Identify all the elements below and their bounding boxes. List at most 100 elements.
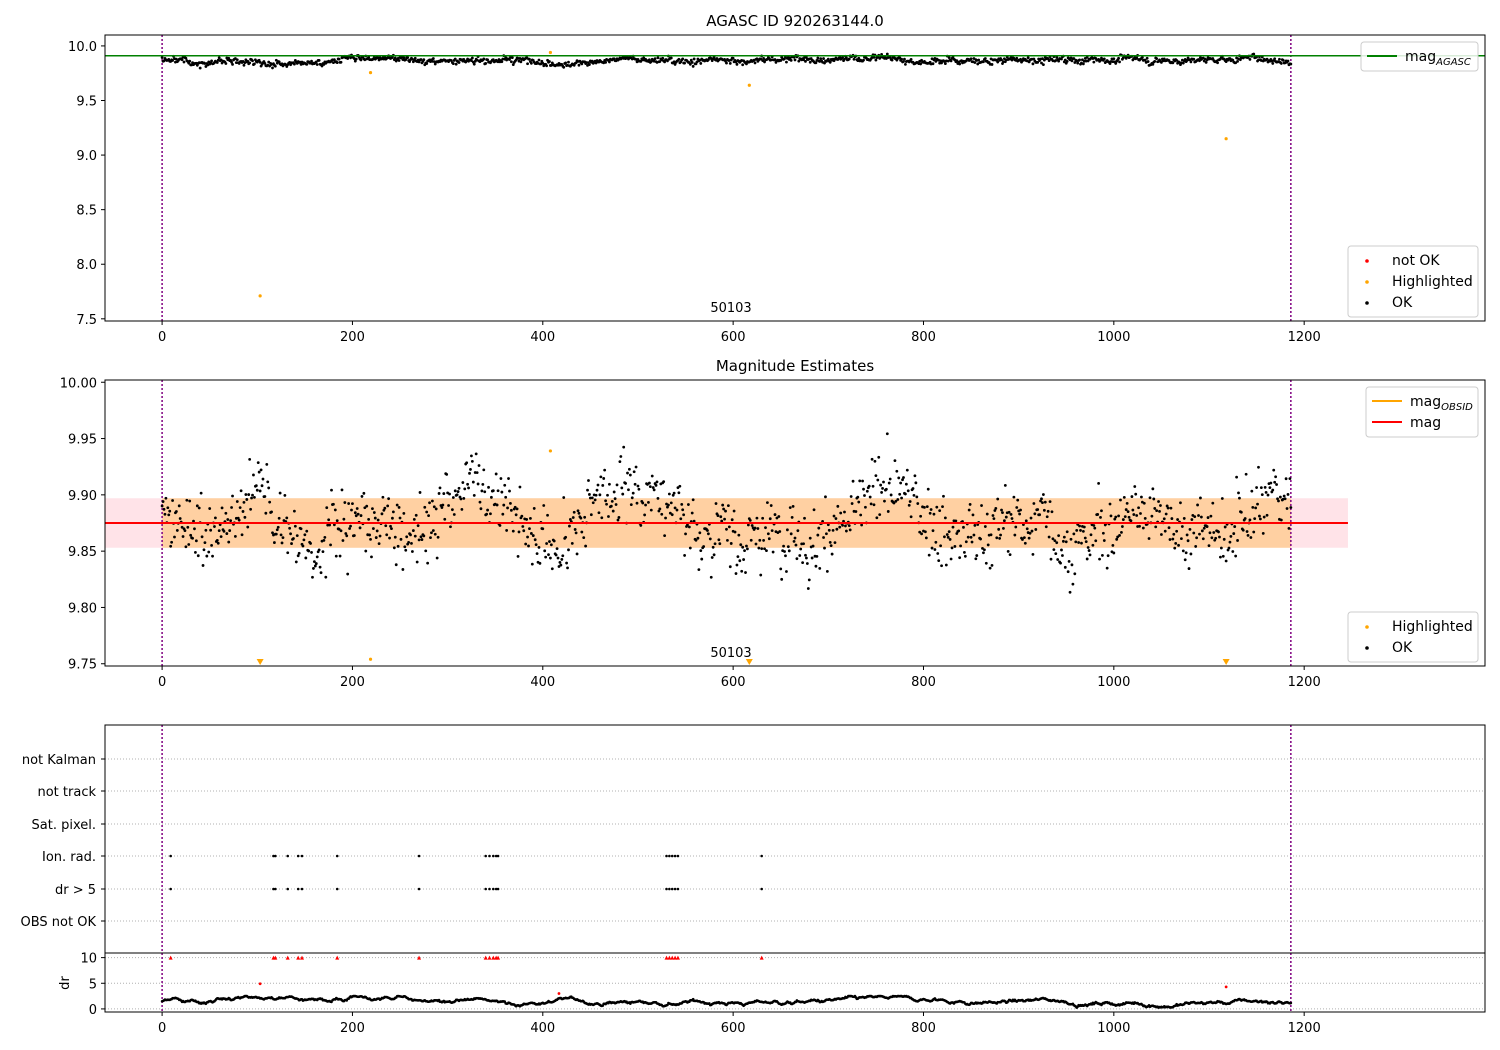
ok-point xyxy=(1078,58,1081,62)
ok-point xyxy=(305,529,309,533)
ok-point xyxy=(161,500,165,503)
ok-point xyxy=(425,62,429,65)
ok-point xyxy=(792,539,796,543)
ok-point xyxy=(1239,510,1243,514)
ok-point xyxy=(259,468,263,472)
ok-point xyxy=(256,461,260,464)
ok-point xyxy=(1010,58,1014,62)
ok-point xyxy=(1038,513,1041,517)
ok-point xyxy=(224,511,228,515)
ok-point xyxy=(1088,553,1092,557)
ok-point xyxy=(181,535,185,538)
ok-point xyxy=(933,548,937,551)
ok-point xyxy=(1028,531,1032,535)
ok-point xyxy=(893,459,897,463)
ok-point xyxy=(802,542,805,546)
ok-point xyxy=(486,508,489,512)
ok-point xyxy=(862,58,865,62)
ok-point xyxy=(1031,62,1035,66)
ok-point xyxy=(975,554,979,557)
ok-point xyxy=(936,552,940,555)
ok-point xyxy=(510,56,514,60)
ok-point xyxy=(1151,487,1155,491)
ok-point xyxy=(160,56,164,59)
ok-point xyxy=(1232,532,1236,535)
ok-point xyxy=(360,495,364,498)
ok-point xyxy=(896,498,900,501)
ok-point xyxy=(283,494,287,497)
ok-point xyxy=(934,540,938,544)
ok-point xyxy=(1081,62,1085,66)
ok-point xyxy=(1223,525,1227,529)
y-tick-label: 9.0 xyxy=(76,149,97,164)
ok-point xyxy=(1245,530,1249,533)
ok-point xyxy=(184,545,188,549)
x-tick-label: 1200 xyxy=(1288,1021,1321,1036)
ok-point xyxy=(1140,56,1144,59)
flag-point xyxy=(296,854,300,858)
ok-point xyxy=(639,524,643,527)
ok-point xyxy=(254,484,258,488)
ok-point xyxy=(985,512,989,516)
ok-point xyxy=(1117,514,1120,518)
ok-point xyxy=(1194,545,1198,548)
ok-point xyxy=(238,506,242,510)
x-tick-label: 200 xyxy=(340,330,365,345)
ok-point xyxy=(511,529,515,533)
ok-point xyxy=(1278,57,1281,61)
ok-point xyxy=(1159,504,1162,507)
ok-point xyxy=(1273,57,1277,61)
ok-point xyxy=(1019,508,1022,512)
ok-point xyxy=(844,56,848,60)
ok-point xyxy=(1122,495,1126,499)
ok-point xyxy=(184,56,188,60)
ok-point xyxy=(371,527,375,530)
ok-point xyxy=(164,496,168,500)
ok-point xyxy=(311,575,314,579)
ok-point xyxy=(1072,532,1076,536)
ok-point xyxy=(1081,58,1084,62)
ok-point xyxy=(278,491,282,495)
ok-point xyxy=(559,563,563,567)
ok-point xyxy=(1039,499,1042,503)
ok-point xyxy=(1126,510,1130,514)
ok-point xyxy=(598,493,602,497)
ok-point xyxy=(496,489,500,493)
ok-point xyxy=(1283,497,1287,501)
ok-point xyxy=(233,535,237,538)
ok-point xyxy=(1164,512,1168,516)
ok-point xyxy=(414,513,418,517)
ok-point xyxy=(1259,486,1263,490)
ok-point xyxy=(241,510,245,513)
ok-point xyxy=(1177,543,1180,547)
ok-point xyxy=(610,500,614,503)
ok-point xyxy=(332,502,335,506)
ok-point xyxy=(557,565,561,568)
ok-point xyxy=(322,539,326,542)
ok-point xyxy=(442,492,446,495)
ok-point xyxy=(589,513,593,517)
ok-point xyxy=(258,489,262,493)
ok-point xyxy=(1036,60,1040,64)
ok-point xyxy=(258,60,262,64)
ok-point xyxy=(1073,61,1077,64)
ok-point xyxy=(277,60,281,64)
ok-point xyxy=(941,505,944,508)
ok-point xyxy=(413,534,417,538)
ok-point xyxy=(340,488,344,492)
ok-point xyxy=(763,547,766,551)
ok-point xyxy=(526,62,529,66)
ok-point xyxy=(655,480,659,484)
ok-point xyxy=(1073,572,1077,576)
ok-point xyxy=(816,56,820,60)
ok-point xyxy=(735,62,739,66)
ok-point xyxy=(437,492,441,495)
ok-point xyxy=(974,557,978,561)
ok-point xyxy=(1041,501,1044,505)
ok-point xyxy=(1157,500,1160,503)
ok-point xyxy=(999,533,1002,537)
ok-point xyxy=(1221,554,1225,558)
ok-point xyxy=(940,564,943,568)
ok-point xyxy=(1002,519,1006,523)
ok-point xyxy=(1260,493,1264,497)
